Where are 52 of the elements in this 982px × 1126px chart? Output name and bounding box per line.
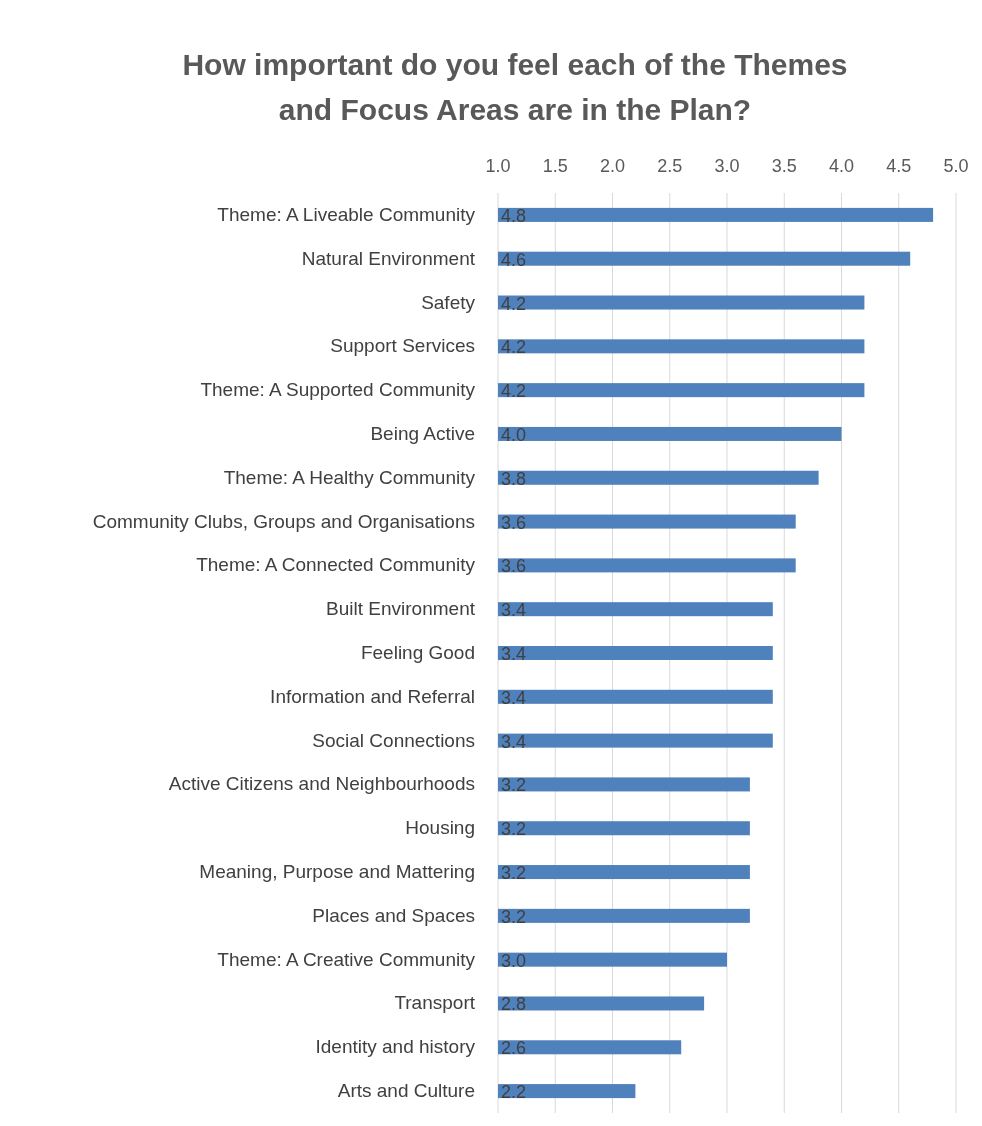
data-label: 3.8 — [501, 468, 527, 489]
x-tick-label: 4.0 — [828, 156, 855, 176]
y-tick-label: Social Connections — [312, 729, 475, 751]
y-tick-label: Places and Spaces — [312, 904, 475, 926]
data-label: 3.2 — [501, 906, 527, 927]
y-tick-label: Identity and history — [315, 1036, 476, 1058]
x-tick-label: 1.5 — [542, 156, 568, 176]
data-label: 3.2 — [501, 863, 527, 884]
y-tick-label: Active Citizens and Neighbourhoods — [168, 773, 475, 795]
y-tick-label: Theme: A Liveable Community — [217, 203, 476, 225]
y-tick-label: Being Active — [370, 422, 475, 444]
y-tick-label: Natural Environment — [301, 247, 476, 269]
y-tick-label: Theme: A Supported Community — [200, 379, 476, 401]
data-label: 3.6 — [501, 556, 527, 577]
y-tick-label: Meaning, Purpose and Mattering — [199, 861, 475, 883]
y-tick-label: Support Services — [330, 335, 475, 357]
x-tick-label: 2.0 — [599, 156, 626, 176]
chart-title: How important do you feel each of the Themes and Focus Areas are in the Plan? — [182, 48, 848, 126]
data-label: 3.2 — [501, 819, 527, 840]
data-label: 3.0 — [501, 950, 527, 971]
data-label: 4.2 — [501, 337, 527, 358]
data-label: 2.8 — [501, 994, 527, 1015]
x-tick-label: 3.5 — [771, 156, 797, 176]
data-label: 4.0 — [501, 424, 527, 445]
y-tick-label: Community Clubs, Groups and Organisations — [92, 510, 475, 532]
data-label: 4.8 — [501, 205, 527, 226]
y-tick-label: Feeling Good — [360, 642, 475, 663]
data-label: 3.6 — [501, 512, 527, 533]
data-label: 4.2 — [501, 293, 527, 314]
data-label: 4.2 — [501, 381, 527, 402]
data-label: 3.4 — [501, 600, 527, 621]
x-tick-label: 5.0 — [943, 156, 969, 176]
y-tick-label: Built Environment — [326, 598, 476, 620]
y-tick-label: Theme: A Creative Community — [217, 948, 476, 970]
y-tick-label: Theme: A Connected Community — [196, 554, 476, 576]
y-tick-label: Theme: A Healthy Community — [223, 466, 476, 488]
x-tick-label: 4.5 — [886, 156, 912, 176]
y-tick-label: Transport — [394, 992, 476, 1014]
data-label: 3.2 — [501, 775, 527, 796]
x-tick-label: 2.5 — [657, 156, 683, 176]
data-label: 3.4 — [501, 731, 527, 752]
data-label: 3.4 — [501, 644, 527, 664]
data-label: 3.4 — [501, 687, 527, 708]
data-label: 2.2 — [501, 1082, 527, 1103]
y-tick-label: Housing — [405, 817, 475, 839]
y-tick-label: Safety — [421, 291, 476, 313]
x-tick-label: 1.0 — [485, 156, 511, 176]
y-tick-label: Information and Referral — [270, 685, 475, 707]
data-label: 4.6 — [501, 249, 527, 270]
y-tick-label: Arts and Culture — [337, 1080, 475, 1102]
data-label: 2.6 — [501, 1038, 527, 1059]
x-tick-label: 3.0 — [714, 156, 740, 176]
